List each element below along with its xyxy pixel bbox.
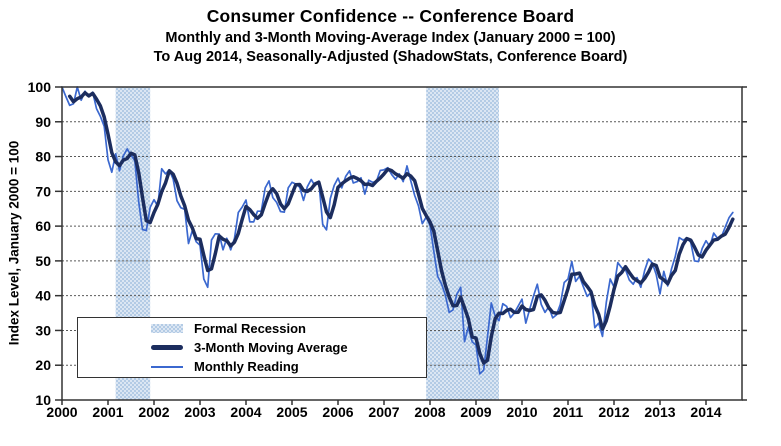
- legend-item-monthly-reading: Monthly Reading: [78, 357, 426, 376]
- legend-label: Monthly Reading: [194, 359, 299, 374]
- y-tick-label: 70: [35, 183, 51, 199]
- x-tick-label: 2009: [460, 404, 491, 420]
- y-tick-label: 90: [35, 114, 51, 130]
- legend-item-moving-average: 3-Month Moving Average: [78, 338, 426, 357]
- recession-band-swatch: [151, 324, 183, 333]
- x-tick-label: 2000: [46, 404, 77, 420]
- chart-subtitle-2: To Aug 2014, Seasonally-Adjusted (Shadow…: [153, 49, 628, 65]
- y-tick-label: 30: [35, 322, 51, 338]
- x-tick-label: 2008: [414, 404, 445, 420]
- x-tick-label: 2011: [553, 404, 584, 420]
- legend-label: 3-Month Moving Average: [194, 340, 348, 355]
- x-tick-label: 2003: [184, 404, 215, 420]
- moving-average-line: [67, 91, 735, 365]
- y-tick-label: 10: [35, 392, 51, 408]
- x-tick-label: 2005: [276, 404, 307, 420]
- chart-subtitle-1: Monthly and 3-Month Moving-Average Index…: [165, 30, 616, 46]
- x-tick-label: 2006: [322, 404, 353, 420]
- legend-item-formal-recession: Formal Recession: [78, 319, 426, 338]
- x-tick-label: 2001: [92, 404, 123, 420]
- y-tick-label: 60: [35, 218, 51, 234]
- y-tick-label: 100: [28, 79, 52, 95]
- y-tick-label: 40: [35, 288, 51, 304]
- x-tick-label: 2012: [598, 404, 629, 420]
- x-tick-label: 2007: [368, 404, 399, 420]
- x-tick-label: 2013: [644, 404, 675, 420]
- y-tick-label: 50: [35, 253, 51, 269]
- series-layer: [61, 86, 735, 375]
- axes-frame-layer: [55, 86, 747, 405]
- x-tick-label: 2002: [138, 404, 169, 420]
- plot-border: [61, 86, 743, 401]
- y-tick-label: 80: [35, 149, 51, 165]
- chart-title: Consumer Confidence -- Conference Board: [206, 6, 575, 26]
- x-tick-label: 2014: [690, 404, 721, 420]
- legend-label: Formal Recession: [194, 321, 306, 336]
- x-tick-label: 2010: [506, 404, 537, 420]
- x-tick-label: 2004: [230, 404, 261, 420]
- moving-average-line-swatch: [151, 345, 183, 350]
- legend: Formal Recession 3-Month Moving Average …: [77, 317, 427, 378]
- y-tick-label: 20: [35, 357, 51, 373]
- monthly-reading-line-swatch: [151, 365, 183, 368]
